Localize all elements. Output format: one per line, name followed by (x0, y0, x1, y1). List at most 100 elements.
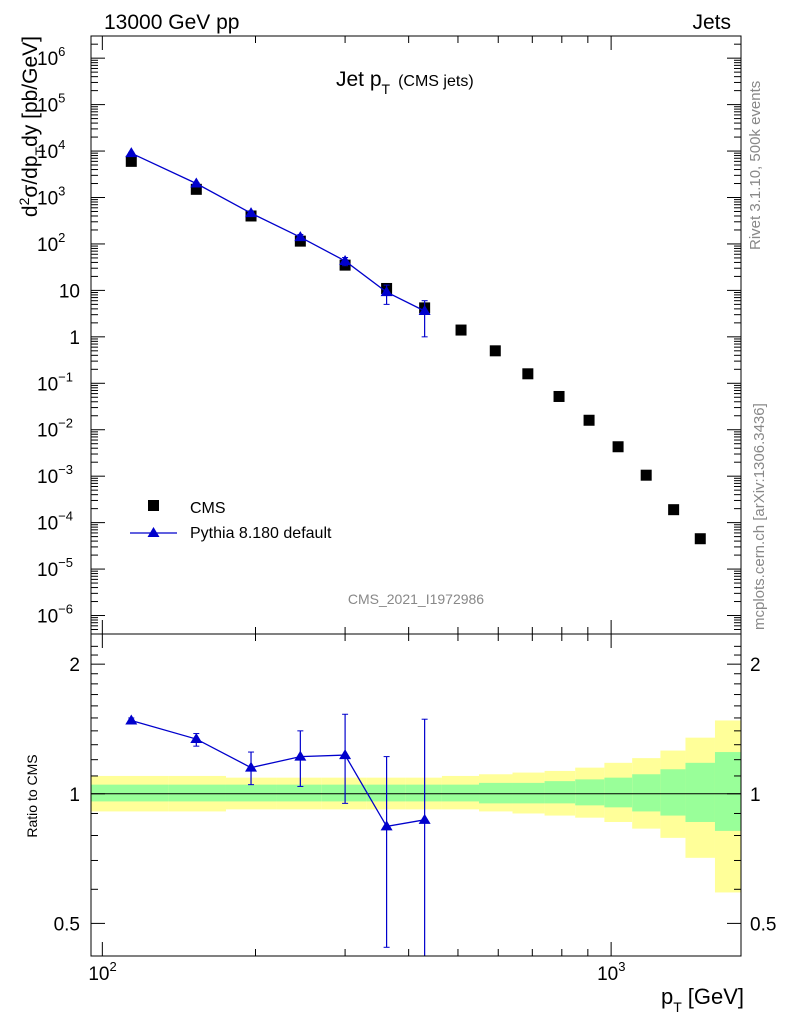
xlabel-tail: [GeV] (688, 984, 744, 1009)
ratio-series (125, 713, 431, 956)
y-tick-label-ratio-left: 0.5 (54, 914, 80, 935)
band-inner-12 (604, 777, 633, 808)
y-tick-label-base: 1 (69, 328, 80, 349)
legend: CMS Pythia 8.180 default (130, 500, 332, 542)
y-tick-label-exp: 2 (58, 230, 65, 245)
main-series (125, 147, 706, 545)
y-tick-label-main: 10−5 (37, 555, 73, 581)
band-inner-15 (685, 762, 715, 822)
y-tick-label-main: 10−1 (37, 369, 73, 395)
x-tick-label: 103 (597, 959, 625, 985)
pythia-point (294, 231, 307, 242)
y-tick-label-base: 10 (37, 374, 58, 395)
band-inner-16 (714, 752, 741, 831)
y-tick-label-exp: −2 (58, 416, 73, 431)
y-tick-label-exp: −1 (58, 369, 73, 384)
x-tick-label-exp: 3 (618, 959, 625, 974)
xlabel-p: p (661, 984, 673, 1009)
main-title-sub: T (382, 81, 391, 97)
cms-point (553, 390, 565, 402)
axis-tick-labels: 102 10310610510410310210110−110−210−310−4… (37, 44, 776, 985)
ratio-uncertainty-bands (91, 720, 741, 893)
y-tick-label-main: 10−4 (37, 509, 73, 535)
band-inner-8 (479, 782, 513, 804)
band-inner-11 (575, 779, 605, 806)
y-tick-label-base: 10 (37, 96, 58, 117)
pythia-point (418, 305, 431, 316)
ratio-ylabel: Ratio to CMS (24, 754, 40, 837)
y-tick-label-base: 10 (37, 467, 58, 488)
y-tick-label-main: 106 (37, 44, 65, 70)
pythia-point (125, 147, 138, 158)
pythia-line (131, 152, 425, 312)
y-tick-label-main: 102 (37, 230, 65, 256)
y-tick-label-ratio-right: 1 (750, 785, 761, 806)
cms-point (612, 441, 624, 453)
y-tick-label-base: 10 (37, 514, 58, 535)
y-tick-label-base: 10 (37, 142, 58, 163)
ratio-point (294, 750, 307, 761)
y-tick-label-base: 10 (37, 235, 58, 256)
x-tick-label-base: 10 (88, 964, 109, 985)
main-title-text: Jet p (336, 68, 382, 91)
main-title: Jet pT (CMS jets) (336, 68, 474, 97)
main-panel-frame (90, 35, 742, 635)
cms-point (522, 368, 534, 380)
band-inner-1 (168, 784, 226, 802)
y-tick-label-ratio-right: 0.5 (750, 914, 776, 935)
pythia-point (380, 286, 393, 297)
legend-label-cms: CMS (190, 500, 226, 517)
analysis-id: CMS_2021_I1972986 (348, 591, 484, 607)
cms-point (125, 155, 137, 167)
ratio-point (125, 714, 138, 725)
x-tick-label-base: 10 (597, 964, 618, 985)
y-tick-label-main: 103 (37, 183, 65, 209)
ratio-panel-frame (90, 633, 742, 957)
ylabel-sigma: σ/dp (19, 155, 42, 197)
x-tick-label: 102 (88, 959, 116, 985)
ylabel-d: d (19, 205, 42, 217)
y-tick-label-base: 10 (37, 188, 58, 209)
cms-point (668, 504, 680, 516)
y-tick-label-base: 10 (37, 421, 58, 442)
band-inner-3 (276, 784, 322, 802)
main-title-tail: (CMS jets) (398, 73, 474, 90)
pythia-point (245, 207, 258, 218)
y-tick-label-base: 10 (59, 281, 80, 302)
mcplots-info: mcplots.cern.ch [arXiv:1306.3436] (751, 403, 768, 630)
main-ylabel: d2σ/dpTdy [pb/GeV] (16, 36, 48, 217)
ratio-point (245, 761, 258, 772)
y-tick-label-exp: −3 (58, 462, 73, 477)
y-tick-label-exp: −4 (58, 509, 73, 524)
legend-marker-pythia (147, 527, 160, 537)
axis-ticks (91, 35, 741, 956)
y-tick-label-ratio-right: 2 (750, 655, 761, 676)
band-inner-6 (405, 784, 442, 802)
rivet-info: Rivet 3.1.10, 500k events (747, 81, 764, 250)
y-tick-label-exp: 5 (58, 91, 65, 106)
band-inner-7 (441, 784, 480, 802)
band-inner-2 (225, 784, 277, 802)
legend-marker-cms (148, 500, 159, 511)
ratio-point (418, 813, 431, 824)
cms-point (694, 533, 706, 545)
y-tick-label-exp: −5 (58, 555, 73, 570)
x-tick-label-exp: 2 (109, 959, 116, 974)
ratio-point (339, 749, 352, 760)
ratio-point (190, 733, 203, 744)
xlabel: pT [GeV] (661, 984, 744, 1015)
pythia-point (339, 254, 352, 265)
y-tick-label-main: 1 (69, 328, 80, 349)
band-inner-9 (512, 782, 545, 804)
y-tick-label-main: 10−2 (37, 416, 73, 442)
y-tick-label-main: 104 (37, 137, 65, 163)
y-tick-label-main: 10−3 (37, 462, 73, 488)
y-tick-label-main: 10 (59, 281, 80, 302)
y-tick-label-main: 10−6 (37, 602, 73, 628)
band-inner-0 (91, 784, 169, 802)
cms-point (190, 183, 202, 195)
cms-point (489, 345, 501, 357)
y-tick-label-ratio-left: 2 (69, 655, 80, 676)
y-tick-label-exp: 4 (58, 137, 65, 152)
